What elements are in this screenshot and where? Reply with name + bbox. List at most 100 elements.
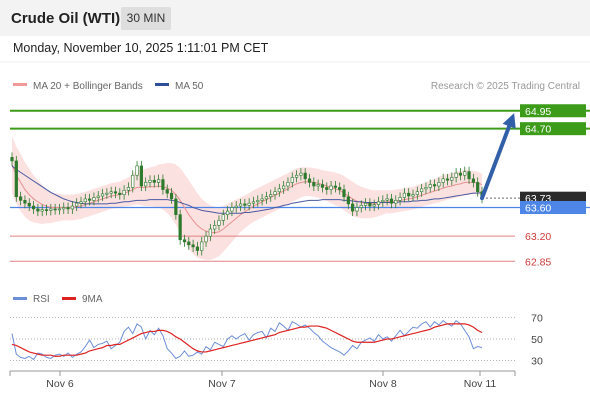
candle-body bbox=[269, 194, 273, 198]
candle-body bbox=[381, 200, 385, 203]
rsi-ma-legend-label: 9MA bbox=[82, 294, 103, 305]
candle-body bbox=[286, 182, 290, 187]
ma20-legend-swatch bbox=[13, 83, 27, 86]
bollinger-band-fill bbox=[12, 135, 482, 260]
candle-body bbox=[471, 178, 475, 183]
candle-body bbox=[14, 160, 18, 198]
resistance-label-box bbox=[520, 104, 586, 118]
rsi-tick-label: 30 bbox=[531, 356, 543, 368]
candle-body bbox=[407, 192, 411, 197]
candle-body bbox=[139, 165, 143, 187]
candle-body bbox=[282, 185, 286, 190]
forecast-arrow-shaft bbox=[480, 116, 514, 201]
candle-body bbox=[79, 201, 83, 204]
bollinger-bands bbox=[12, 135, 482, 260]
candle-body bbox=[463, 171, 467, 176]
resistance-label-box bbox=[520, 122, 586, 136]
candle-body bbox=[53, 208, 57, 211]
candle-body bbox=[234, 205, 238, 208]
candle-body bbox=[10, 157, 14, 162]
candle-body bbox=[450, 177, 454, 181]
x-tick-label: Nov 6 bbox=[46, 378, 74, 390]
x-tick-label: Nov 7 bbox=[208, 378, 236, 390]
candles bbox=[10, 152, 484, 256]
candle-body bbox=[441, 178, 445, 183]
candle-body bbox=[247, 202, 251, 206]
support-label: 62.85 bbox=[525, 256, 551, 268]
candle-body bbox=[225, 210, 230, 215]
candle-body bbox=[100, 193, 105, 197]
candle-body bbox=[415, 191, 419, 195]
candle-body bbox=[109, 191, 113, 194]
candle-body bbox=[355, 207, 359, 212]
candle-body bbox=[273, 191, 277, 195]
candle-body bbox=[256, 200, 260, 203]
rsi-ma-legend-swatch bbox=[62, 297, 76, 300]
candle-body bbox=[40, 209, 44, 212]
x-tick-label: Nov 11 bbox=[464, 378, 497, 390]
candle-body bbox=[398, 197, 402, 201]
candle-body bbox=[316, 184, 320, 187]
candle-body bbox=[432, 184, 437, 187]
candle-body bbox=[88, 198, 92, 201]
candle-body bbox=[329, 185, 333, 190]
candle-body bbox=[402, 192, 406, 198]
candle-body bbox=[152, 179, 156, 183]
candle-body bbox=[299, 172, 303, 176]
candle-body bbox=[83, 198, 87, 203]
candle-body bbox=[49, 208, 53, 211]
candle-body bbox=[454, 172, 458, 178]
candle-body bbox=[62, 207, 66, 210]
candle-body bbox=[131, 174, 135, 188]
rsi-ma-line bbox=[11, 323, 483, 357]
candle-body bbox=[178, 214, 182, 241]
candle-body bbox=[325, 187, 329, 190]
candle-body bbox=[351, 203, 355, 212]
candle-body bbox=[264, 196, 269, 200]
candle-body bbox=[376, 201, 381, 205]
candle-body bbox=[372, 204, 376, 207]
candle-body bbox=[19, 196, 23, 201]
candle-body bbox=[238, 203, 243, 207]
candle-body bbox=[217, 220, 221, 226]
price-levels bbox=[10, 109, 590, 262]
resistance-label: 64.70 bbox=[525, 124, 551, 136]
candle-body bbox=[57, 208, 62, 211]
candle-body bbox=[260, 198, 264, 201]
interval-selector[interactable]: 30 MIN bbox=[121, 7, 171, 30]
moving-averages bbox=[11, 164, 483, 234]
candle-body bbox=[27, 202, 31, 207]
candle-body bbox=[411, 194, 415, 197]
candle-body bbox=[385, 198, 389, 201]
candle-body bbox=[342, 189, 346, 198]
ma50-line bbox=[11, 165, 483, 214]
candle-body bbox=[157, 179, 161, 183]
instrument-title: Crude Oil (WTI) bbox=[11, 10, 121, 27]
research-credit: Research © 2025 Trading Central bbox=[431, 81, 580, 92]
candle-body bbox=[75, 202, 79, 207]
candle-body bbox=[135, 165, 139, 176]
candle-body bbox=[243, 203, 247, 206]
candle-body bbox=[221, 214, 225, 221]
ma20-line bbox=[11, 164, 483, 234]
candle-body bbox=[126, 187, 131, 191]
candle-body bbox=[200, 241, 204, 251]
candle-body bbox=[31, 205, 36, 210]
candle-body bbox=[208, 228, 212, 237]
rsi-tick-label: 70 bbox=[531, 312, 543, 324]
candle-body bbox=[161, 179, 165, 190]
candle-body bbox=[191, 244, 195, 248]
candle-body bbox=[303, 172, 307, 180]
candle-body bbox=[320, 184, 325, 188]
candle-body bbox=[213, 225, 217, 230]
candle-body bbox=[312, 182, 316, 187]
candle-body bbox=[424, 187, 428, 190]
candle-body bbox=[394, 200, 398, 204]
candle-body bbox=[467, 171, 471, 180]
candle-body bbox=[96, 195, 100, 198]
candle-body bbox=[359, 205, 363, 208]
candle-body bbox=[174, 198, 178, 215]
x-axis: Nov 6 Nov 7 Nov 8 Nov 11 bbox=[9, 370, 516, 390]
